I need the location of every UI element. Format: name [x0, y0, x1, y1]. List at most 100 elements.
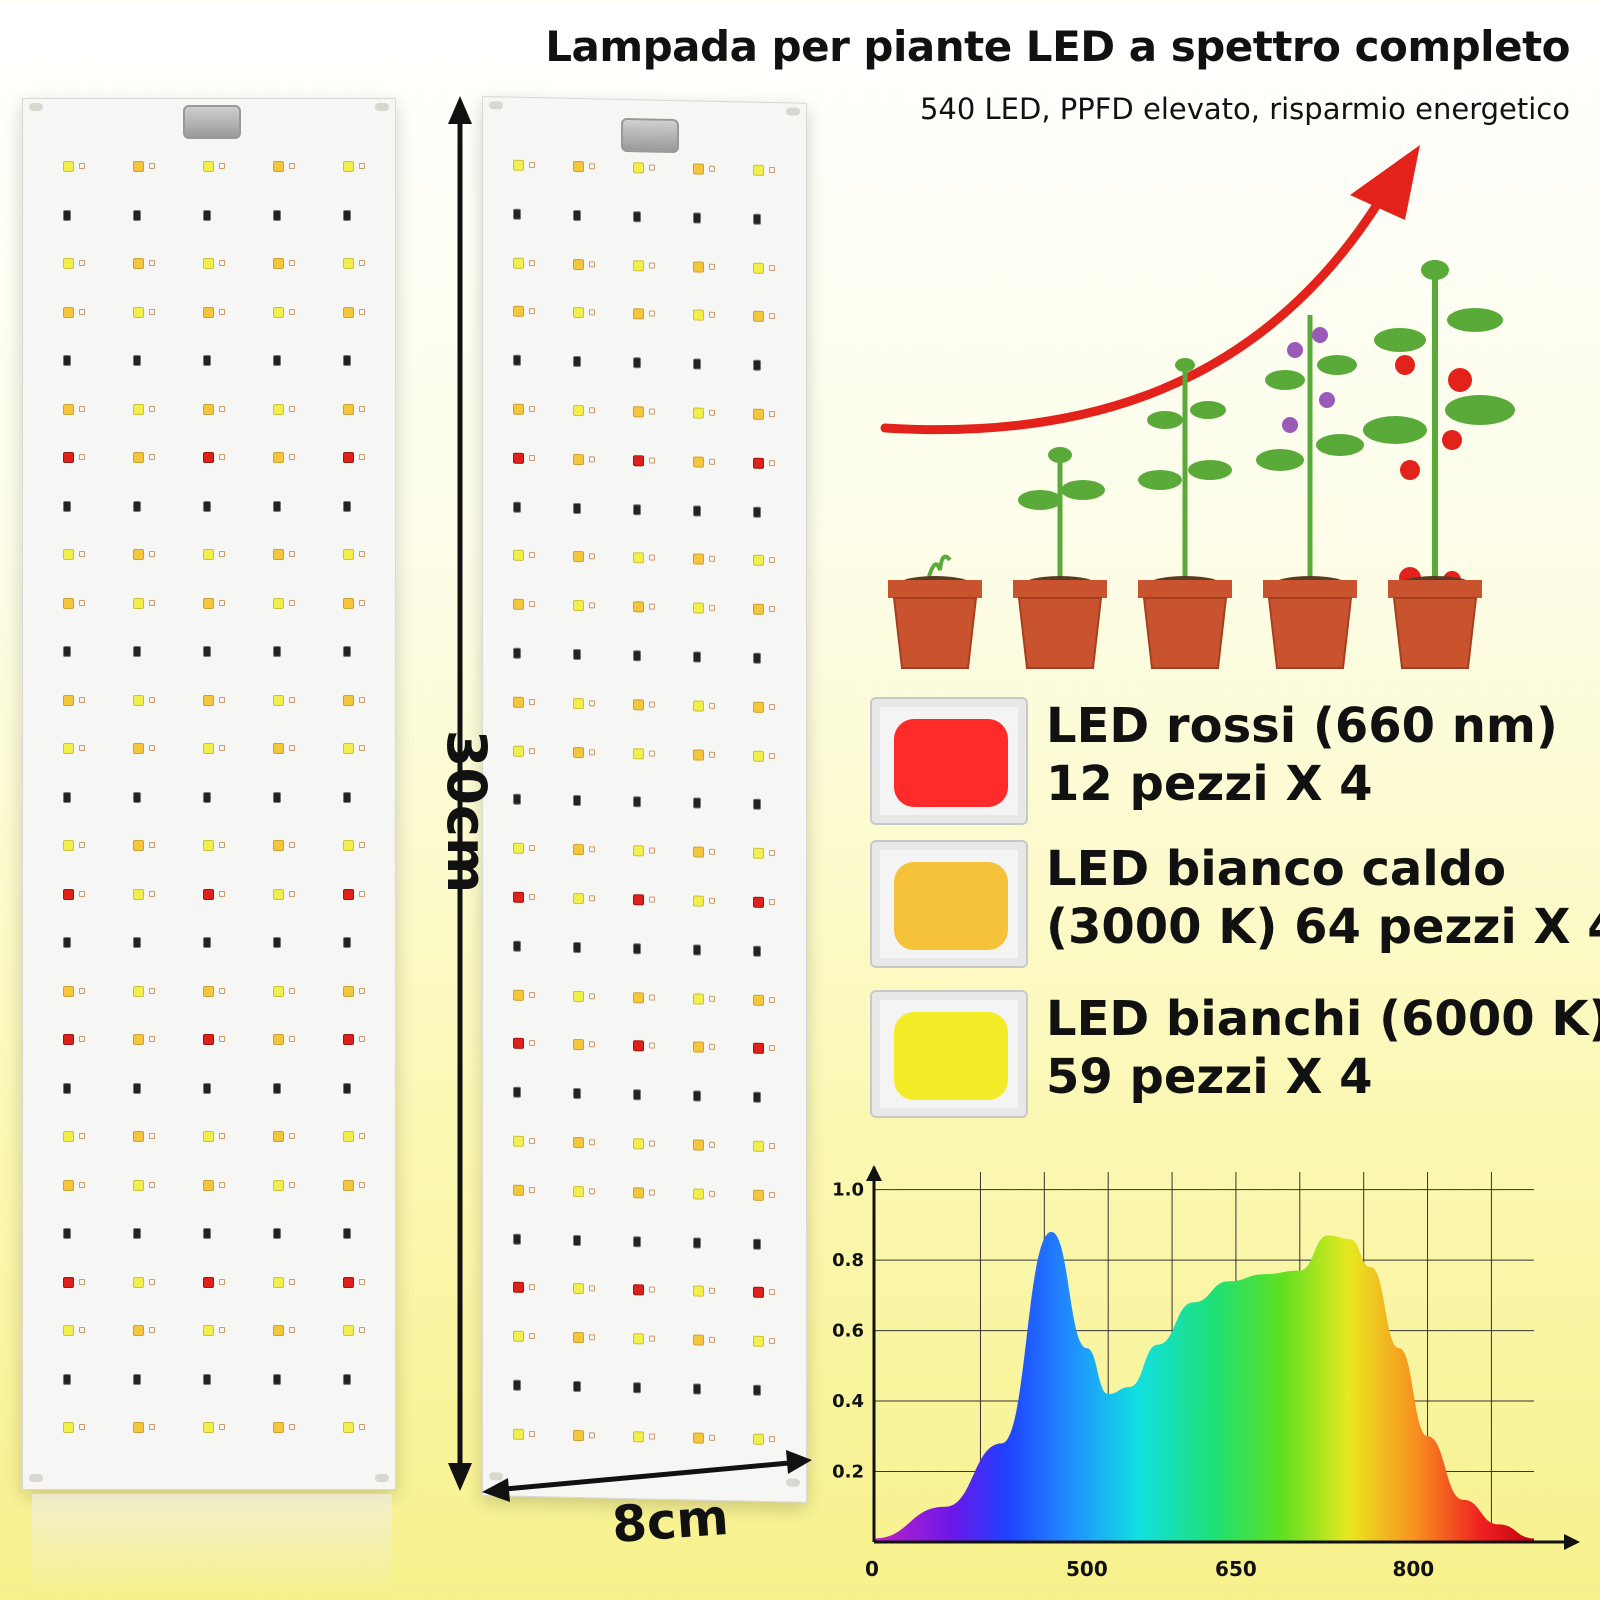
x-axis-arrow-icon	[1564, 1534, 1580, 1550]
led-pad	[769, 752, 775, 759]
led-chip	[343, 500, 351, 512]
led-pad	[709, 848, 715, 856]
x-tick-label: 0	[865, 1557, 879, 1581]
led-chip	[133, 791, 141, 803]
led-chip	[573, 600, 584, 612]
led-pad	[79, 696, 85, 703]
led-chip	[273, 597, 284, 609]
led-pad	[589, 407, 595, 414]
led-pad	[769, 996, 775, 1003]
led-pad	[649, 1140, 655, 1147]
led-chip	[693, 505, 701, 517]
led-chip	[693, 602, 704, 614]
led-pad	[149, 308, 155, 315]
led-pad	[149, 260, 155, 266]
led-chip	[693, 651, 701, 663]
led-chip	[343, 937, 351, 948]
led-chip	[753, 311, 764, 323]
led-chip	[133, 694, 144, 706]
led-pad	[149, 1036, 155, 1042]
led-chip	[573, 990, 584, 1002]
led-chip	[633, 1382, 641, 1394]
usb-c-port-icon	[183, 105, 241, 139]
led-pad	[589, 1334, 595, 1341]
led-pad	[589, 992, 595, 999]
led-chip	[633, 308, 644, 320]
led-pad	[769, 167, 775, 174]
led-chip	[273, 452, 284, 463]
led-pad	[769, 459, 775, 466]
led-pad	[709, 897, 715, 904]
usb-c-port-icon	[621, 117, 679, 154]
led-pad	[769, 1143, 775, 1150]
led-chip	[133, 1373, 141, 1385]
led-pad	[149, 454, 155, 460]
led-chip	[203, 888, 214, 900]
led-chip	[343, 646, 351, 657]
led-chip	[513, 842, 524, 855]
led-pad	[359, 987, 365, 994]
led-chip	[753, 1140, 764, 1152]
led-pad	[589, 456, 595, 463]
led-chip	[693, 309, 704, 322]
led-pad	[359, 308, 365, 315]
led-chip	[633, 991, 644, 1003]
led-chip	[63, 1228, 71, 1239]
led-chip	[133, 937, 141, 948]
led-chip	[573, 307, 584, 319]
led-pad	[649, 701, 655, 708]
led-pad	[79, 987, 85, 994]
led-chip	[573, 1088, 581, 1100]
led-pad	[529, 893, 535, 901]
led-chip	[273, 258, 284, 269]
led-pad	[359, 842, 365, 848]
led-pad	[769, 850, 775, 857]
led-pad	[359, 163, 365, 169]
led-pad	[219, 163, 225, 169]
led-chip	[513, 501, 521, 513]
red-led-chip-icon	[870, 697, 1028, 825]
led-chip	[63, 646, 71, 657]
led-chip	[273, 161, 284, 172]
led-chip	[273, 1276, 284, 1288]
led-pad	[219, 405, 225, 412]
led-pad	[769, 703, 775, 710]
led-pad	[529, 1333, 535, 1340]
led-pad	[219, 599, 225, 606]
led-pad	[359, 1181, 365, 1188]
led-chip	[753, 213, 761, 225]
led-pad	[359, 551, 365, 557]
led-chip	[693, 797, 701, 809]
led-pad	[359, 745, 365, 751]
led-chip	[133, 1276, 144, 1288]
led-chip	[63, 1276, 74, 1288]
led-chip	[573, 941, 581, 953]
led-chip	[343, 985, 354, 997]
led-chip	[273, 937, 281, 948]
led-chip	[633, 1235, 641, 1247]
chart-ticks: 1.0 0.8 0.6 0.4 0.2 0 500 650 800	[832, 1180, 1434, 1581]
led-chip	[633, 796, 641, 808]
led-pad	[769, 1289, 775, 1296]
led-chip	[693, 993, 704, 1005]
led-pad	[589, 1432, 595, 1439]
led-pad	[219, 1036, 225, 1042]
led-pad	[149, 1278, 155, 1285]
led-chip	[693, 1041, 704, 1054]
led-pad	[149, 599, 155, 606]
led-pad	[589, 309, 595, 316]
led-pad	[589, 1188, 595, 1195]
led-chip	[513, 1428, 524, 1440]
led-chip	[633, 162, 644, 174]
led-pad	[529, 308, 535, 315]
led-pad	[359, 696, 365, 703]
led-pad	[149, 1181, 155, 1188]
led-pad	[709, 312, 715, 319]
y-tick-label: 0.6	[832, 1321, 864, 1342]
led-chip	[693, 846, 704, 858]
led-chip	[63, 500, 71, 512]
led-pad	[529, 259, 535, 266]
led-chip	[573, 697, 584, 709]
led-chip	[203, 1131, 214, 1142]
led-chip	[513, 1330, 524, 1343]
